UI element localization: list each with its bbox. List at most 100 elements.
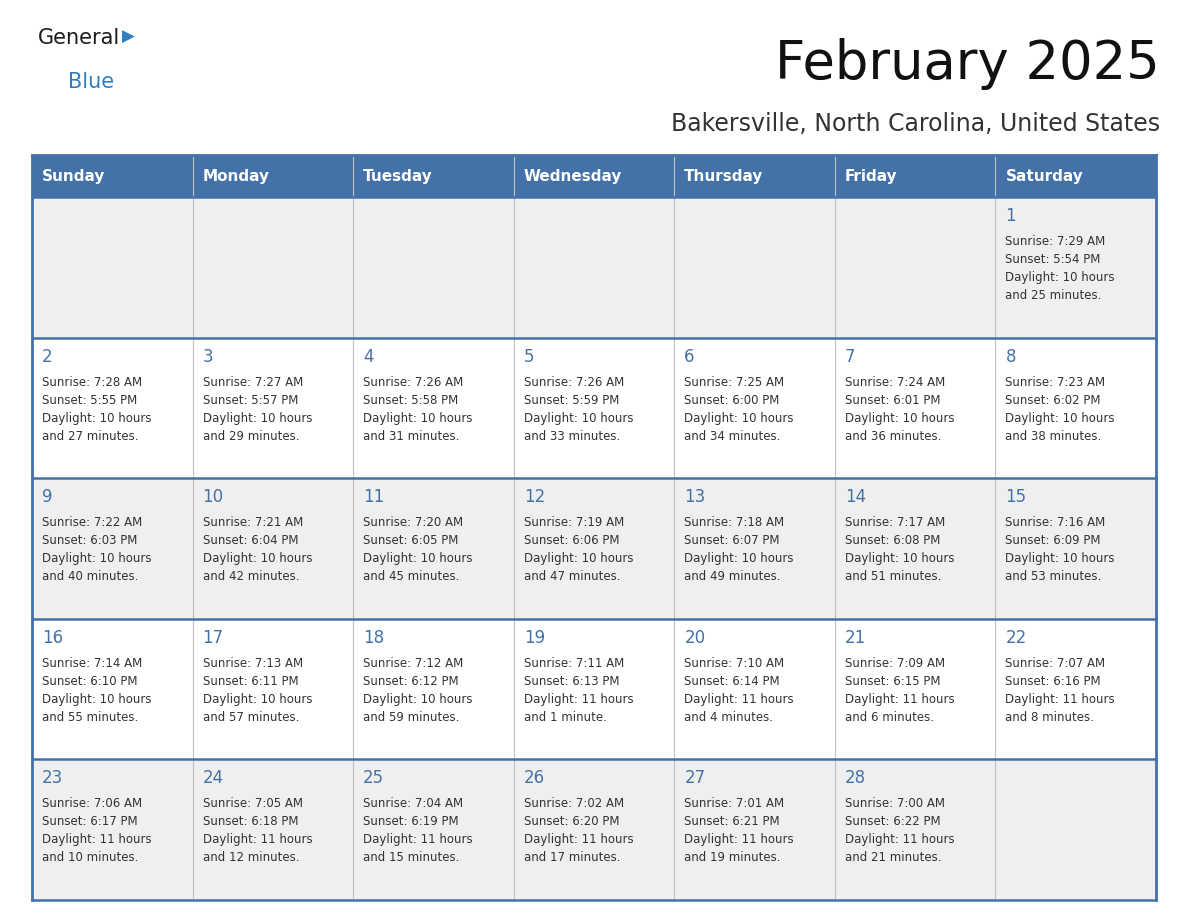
Text: Monday: Monday	[203, 169, 270, 184]
Bar	[513, 197, 675, 338]
Text: 6: 6	[684, 348, 695, 365]
Text: 18: 18	[364, 629, 384, 647]
Bar	[996, 619, 1156, 759]
Text: Sunrise: 7:01 AM
Sunset: 6:21 PM
Daylight: 11 hours
and 19 minutes.: Sunrise: 7:01 AM Sunset: 6:21 PM Dayligh…	[684, 798, 794, 865]
Bar	[996, 338, 1156, 478]
Text: Saturday: Saturday	[1005, 169, 1083, 184]
Text: Sunrise: 7:22 AM
Sunset: 6:03 PM
Daylight: 10 hours
and 40 minutes.: Sunrise: 7:22 AM Sunset: 6:03 PM Dayligh…	[42, 516, 152, 583]
Bar	[32, 478, 192, 619]
Text: Sunrise: 7:27 AM
Sunset: 5:57 PM
Daylight: 10 hours
and 29 minutes.: Sunrise: 7:27 AM Sunset: 5:57 PM Dayligh…	[203, 375, 312, 442]
Bar	[353, 338, 513, 478]
Text: Sunrise: 7:24 AM
Sunset: 6:01 PM
Daylight: 10 hours
and 36 minutes.: Sunrise: 7:24 AM Sunset: 6:01 PM Dayligh…	[845, 375, 954, 442]
Text: 1: 1	[1005, 207, 1016, 225]
Text: 21: 21	[845, 629, 866, 647]
Bar	[32, 338, 192, 478]
Text: 2: 2	[42, 348, 52, 365]
Bar	[675, 155, 835, 197]
Text: Sunrise: 7:23 AM
Sunset: 6:02 PM
Daylight: 10 hours
and 38 minutes.: Sunrise: 7:23 AM Sunset: 6:02 PM Dayligh…	[1005, 375, 1114, 442]
Bar	[996, 197, 1156, 338]
Bar	[192, 619, 353, 759]
Text: Sunrise: 7:04 AM
Sunset: 6:19 PM
Daylight: 11 hours
and 15 minutes.: Sunrise: 7:04 AM Sunset: 6:19 PM Dayligh…	[364, 798, 473, 865]
Text: 17: 17	[203, 629, 223, 647]
Text: Sunrise: 7:17 AM
Sunset: 6:08 PM
Daylight: 10 hours
and 51 minutes.: Sunrise: 7:17 AM Sunset: 6:08 PM Dayligh…	[845, 516, 954, 583]
Text: 13: 13	[684, 488, 706, 506]
Text: Sunrise: 7:20 AM
Sunset: 6:05 PM
Daylight: 10 hours
and 45 minutes.: Sunrise: 7:20 AM Sunset: 6:05 PM Dayligh…	[364, 516, 473, 583]
Bar	[353, 478, 513, 619]
Text: 5: 5	[524, 348, 535, 365]
Text: Tuesday: Tuesday	[364, 169, 432, 184]
Text: Sunrise: 7:09 AM
Sunset: 6:15 PM
Daylight: 11 hours
and 6 minutes.: Sunrise: 7:09 AM Sunset: 6:15 PM Dayligh…	[845, 656, 954, 723]
Bar	[32, 155, 192, 197]
Bar	[513, 155, 675, 197]
Bar	[835, 197, 996, 338]
Text: Sunrise: 7:06 AM
Sunset: 6:17 PM
Daylight: 11 hours
and 10 minutes.: Sunrise: 7:06 AM Sunset: 6:17 PM Dayligh…	[42, 798, 152, 865]
Text: Sunrise: 7:11 AM
Sunset: 6:13 PM
Daylight: 11 hours
and 1 minute.: Sunrise: 7:11 AM Sunset: 6:13 PM Dayligh…	[524, 656, 633, 723]
Text: 15: 15	[1005, 488, 1026, 506]
Text: 22: 22	[1005, 629, 1026, 647]
Text: ▶: ▶	[122, 28, 134, 46]
Text: 12: 12	[524, 488, 545, 506]
Text: Sunrise: 7:16 AM
Sunset: 6:09 PM
Daylight: 10 hours
and 53 minutes.: Sunrise: 7:16 AM Sunset: 6:09 PM Dayligh…	[1005, 516, 1114, 583]
Text: 4: 4	[364, 348, 374, 365]
Bar	[675, 478, 835, 619]
Text: 3: 3	[203, 348, 213, 365]
Bar	[32, 619, 192, 759]
Text: Sunrise: 7:13 AM
Sunset: 6:11 PM
Daylight: 10 hours
and 57 minutes.: Sunrise: 7:13 AM Sunset: 6:11 PM Dayligh…	[203, 656, 312, 723]
Text: 14: 14	[845, 488, 866, 506]
Bar	[513, 619, 675, 759]
Bar	[996, 759, 1156, 900]
Bar	[192, 478, 353, 619]
Bar	[996, 478, 1156, 619]
Text: Sunrise: 7:19 AM
Sunset: 6:06 PM
Daylight: 10 hours
and 47 minutes.: Sunrise: 7:19 AM Sunset: 6:06 PM Dayligh…	[524, 516, 633, 583]
Text: Bakersville, North Carolina, United States: Bakersville, North Carolina, United Stat…	[671, 112, 1159, 136]
Bar	[353, 197, 513, 338]
Bar	[353, 619, 513, 759]
Text: Sunrise: 7:26 AM
Sunset: 5:59 PM
Daylight: 10 hours
and 33 minutes.: Sunrise: 7:26 AM Sunset: 5:59 PM Dayligh…	[524, 375, 633, 442]
Bar	[675, 197, 835, 338]
Text: Sunrise: 7:29 AM
Sunset: 5:54 PM
Daylight: 10 hours
and 25 minutes.: Sunrise: 7:29 AM Sunset: 5:54 PM Dayligh…	[1005, 235, 1114, 302]
Bar	[353, 155, 513, 197]
Text: 19: 19	[524, 629, 545, 647]
Text: Sunrise: 7:25 AM
Sunset: 6:00 PM
Daylight: 10 hours
and 34 minutes.: Sunrise: 7:25 AM Sunset: 6:00 PM Dayligh…	[684, 375, 794, 442]
Text: Wednesday: Wednesday	[524, 169, 623, 184]
Bar	[835, 478, 996, 619]
Text: Sunrise: 7:12 AM
Sunset: 6:12 PM
Daylight: 10 hours
and 59 minutes.: Sunrise: 7:12 AM Sunset: 6:12 PM Dayligh…	[364, 656, 473, 723]
Bar	[192, 197, 353, 338]
Text: Sunday: Sunday	[42, 169, 106, 184]
Text: 16: 16	[42, 629, 63, 647]
Text: Sunrise: 7:02 AM
Sunset: 6:20 PM
Daylight: 11 hours
and 17 minutes.: Sunrise: 7:02 AM Sunset: 6:20 PM Dayligh…	[524, 798, 633, 865]
Bar	[675, 619, 835, 759]
Bar	[835, 759, 996, 900]
Text: Blue: Blue	[68, 72, 114, 92]
Bar	[835, 338, 996, 478]
Text: Sunrise: 7:10 AM
Sunset: 6:14 PM
Daylight: 11 hours
and 4 minutes.: Sunrise: 7:10 AM Sunset: 6:14 PM Dayligh…	[684, 656, 794, 723]
Bar	[192, 155, 353, 197]
Text: 7: 7	[845, 348, 855, 365]
Text: February 2025: February 2025	[776, 38, 1159, 90]
Text: 27: 27	[684, 769, 706, 788]
Text: 23: 23	[42, 769, 63, 788]
Text: 26: 26	[524, 769, 545, 788]
Text: 25: 25	[364, 769, 384, 788]
Bar	[835, 619, 996, 759]
Bar	[996, 155, 1156, 197]
Text: Thursday: Thursday	[684, 169, 764, 184]
Text: General: General	[38, 28, 120, 48]
Text: 9: 9	[42, 488, 52, 506]
Text: Friday: Friday	[845, 169, 897, 184]
Bar	[675, 338, 835, 478]
Text: Sunrise: 7:18 AM
Sunset: 6:07 PM
Daylight: 10 hours
and 49 minutes.: Sunrise: 7:18 AM Sunset: 6:07 PM Dayligh…	[684, 516, 794, 583]
Text: Sunrise: 7:07 AM
Sunset: 6:16 PM
Daylight: 11 hours
and 8 minutes.: Sunrise: 7:07 AM Sunset: 6:16 PM Dayligh…	[1005, 656, 1116, 723]
Bar	[353, 759, 513, 900]
Bar	[513, 759, 675, 900]
Text: Sunrise: 7:05 AM
Sunset: 6:18 PM
Daylight: 11 hours
and 12 minutes.: Sunrise: 7:05 AM Sunset: 6:18 PM Dayligh…	[203, 798, 312, 865]
Text: 11: 11	[364, 488, 385, 506]
Bar	[675, 759, 835, 900]
Text: Sunrise: 7:00 AM
Sunset: 6:22 PM
Daylight: 11 hours
and 21 minutes.: Sunrise: 7:00 AM Sunset: 6:22 PM Dayligh…	[845, 798, 954, 865]
Text: 8: 8	[1005, 348, 1016, 365]
Bar	[513, 478, 675, 619]
Bar	[32, 759, 192, 900]
Text: Sunrise: 7:26 AM
Sunset: 5:58 PM
Daylight: 10 hours
and 31 minutes.: Sunrise: 7:26 AM Sunset: 5:58 PM Dayligh…	[364, 375, 473, 442]
Bar	[32, 197, 192, 338]
Text: Sunrise: 7:28 AM
Sunset: 5:55 PM
Daylight: 10 hours
and 27 minutes.: Sunrise: 7:28 AM Sunset: 5:55 PM Dayligh…	[42, 375, 152, 442]
